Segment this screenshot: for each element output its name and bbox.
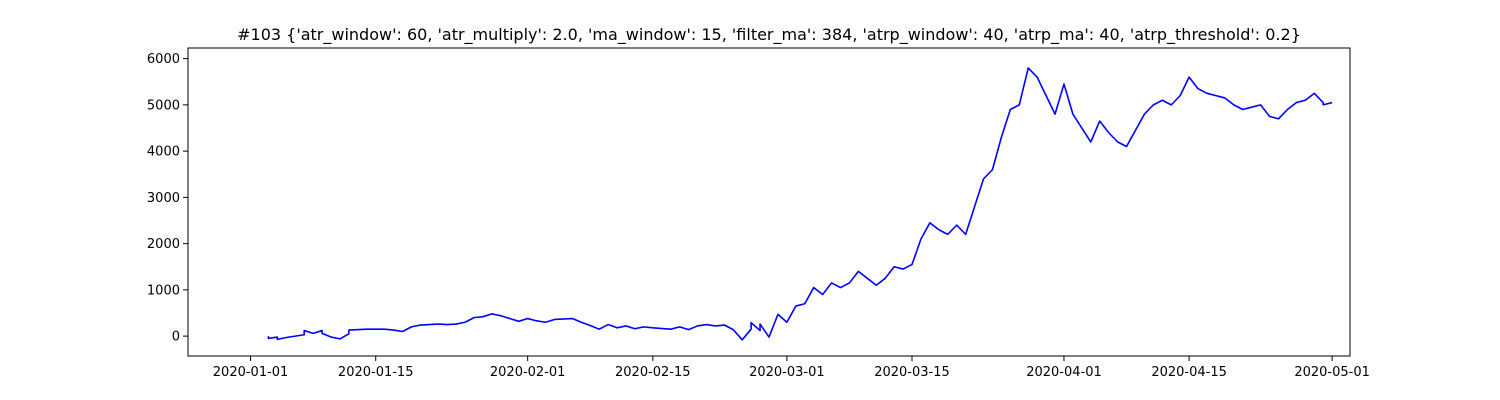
x-tick-label: 2020-04-01 (1026, 365, 1102, 380)
y-tick-label: 5000 (147, 98, 180, 113)
x-tick-label: 2020-04-15 (1151, 365, 1227, 380)
x-tick-label: 2020-02-01 (490, 365, 566, 380)
y-tick-label: 6000 (147, 52, 180, 67)
chart-title: #103 {'atr_window': 60, 'atr_multiply': … (237, 25, 1301, 45)
x-tick-label: 2020-05-01 (1294, 365, 1370, 380)
x-tick-label: 2020-03-01 (749, 365, 825, 380)
y-tick-label: 2000 (147, 237, 180, 252)
plot-frame (187, 47, 1351, 357)
y-tick-label: 1000 (147, 283, 180, 298)
y-tick-label: 0 (172, 330, 180, 345)
x-tick-label: 2020-01-15 (338, 365, 414, 380)
y-tick-label: 3000 (147, 191, 180, 206)
y-tick-label: 4000 (147, 145, 180, 160)
x-tick-label: 2020-01-01 (213, 365, 289, 380)
series-line-0 (267, 67, 1333, 341)
plot-area: 2020-01-01 2020-01-15 2020-02-01 2020-02-15… (147, 47, 1370, 380)
x-tick-label: 2020-02-15 (615, 365, 691, 380)
x-tick-label: 2020-03-15 (874, 365, 950, 380)
